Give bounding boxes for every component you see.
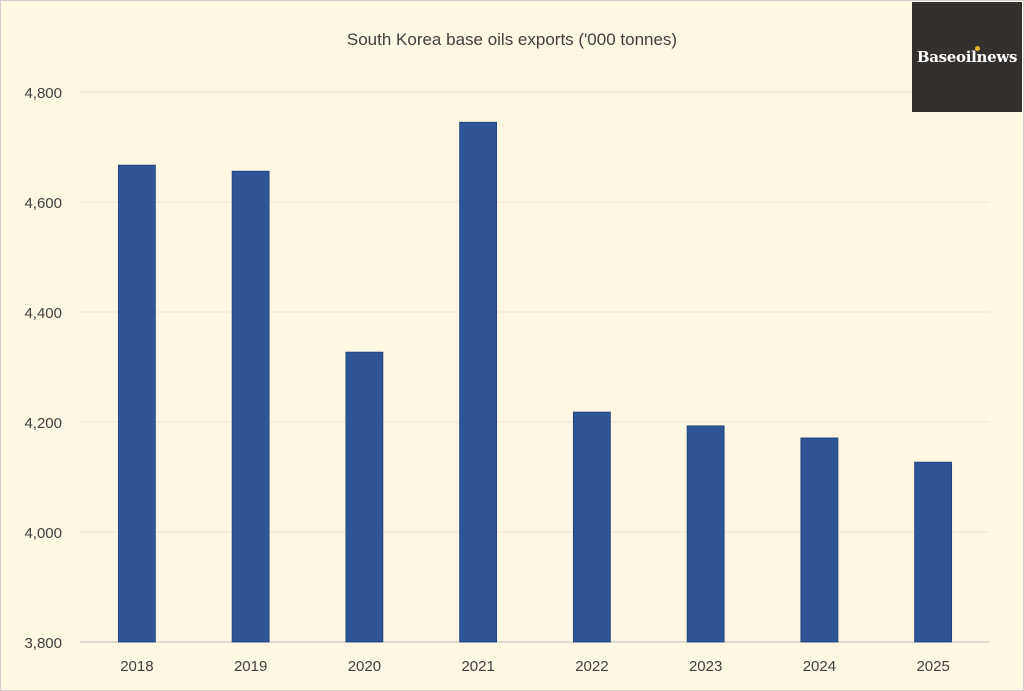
chart-title: South Korea base oils exports ('000 tonn… xyxy=(347,30,677,49)
y-tick-label: 4,400 xyxy=(24,305,62,322)
bar-2018 xyxy=(117,164,156,643)
x-tick-label: 2025 xyxy=(916,658,949,675)
bar-2021 xyxy=(459,121,498,643)
x-tick-label: 2018 xyxy=(120,658,153,675)
y-tick-label: 3,800 xyxy=(24,635,62,652)
y-tick-label: 4,000 xyxy=(24,525,62,542)
bar-2024 xyxy=(800,437,839,643)
x-tick-label: 2020 xyxy=(348,658,381,675)
y-tick-label: 4,800 xyxy=(24,85,62,102)
bar-2020 xyxy=(345,351,384,643)
bar-2019 xyxy=(231,170,270,643)
baseoilnews-logo: Baseoilnews xyxy=(912,2,1022,112)
bar-2025 xyxy=(914,461,953,643)
bar-2022 xyxy=(572,411,611,643)
x-tick-label: 2023 xyxy=(689,658,722,675)
x-tick-label: 2022 xyxy=(575,658,608,675)
bar-2023 xyxy=(686,425,725,643)
y-tick-label: 4,600 xyxy=(24,195,62,212)
x-tick-label: 2021 xyxy=(461,658,494,675)
y-tick-label: 4,200 xyxy=(24,415,62,432)
x-tick-label: 2024 xyxy=(803,658,836,675)
x-tick-label: 2019 xyxy=(234,658,267,675)
